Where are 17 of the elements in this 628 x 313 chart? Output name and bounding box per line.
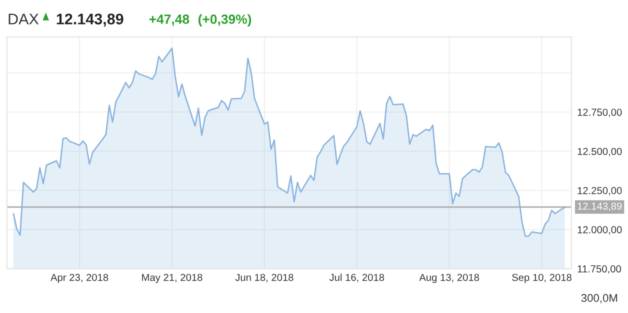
x-tick-label: May 21, 2018	[142, 274, 202, 284]
y-tick-label: 11.750,00	[578, 265, 621, 274]
y-tick-label: 12.500,00	[578, 148, 622, 156]
x-tick-label: Sep 10, 2018	[512, 274, 572, 284]
text: 12.143,89	[56, 14, 124, 27]
ref-line-label: 12.143,89	[578, 202, 622, 211]
x-tick-label: Aug 13, 2018	[419, 274, 480, 284]
text: +47,48	[149, 14, 190, 26]
y-tick-label: 12.750,00	[578, 108, 622, 118]
text: 300,0M	[581, 294, 618, 304]
x-tick-label: Jun 18, 2018	[235, 274, 294, 282]
chart-title: DAX	[8, 14, 39, 24]
y-tick-label: 12.250,00	[578, 187, 622, 196]
x-tick-label: Jul 16, 2018	[329, 274, 384, 282]
y-tick-label: 12.000,00	[578, 226, 622, 235]
text: (+0,39%)	[198, 14, 252, 26]
x-tick-label: Apr 23, 2018	[50, 274, 108, 284]
